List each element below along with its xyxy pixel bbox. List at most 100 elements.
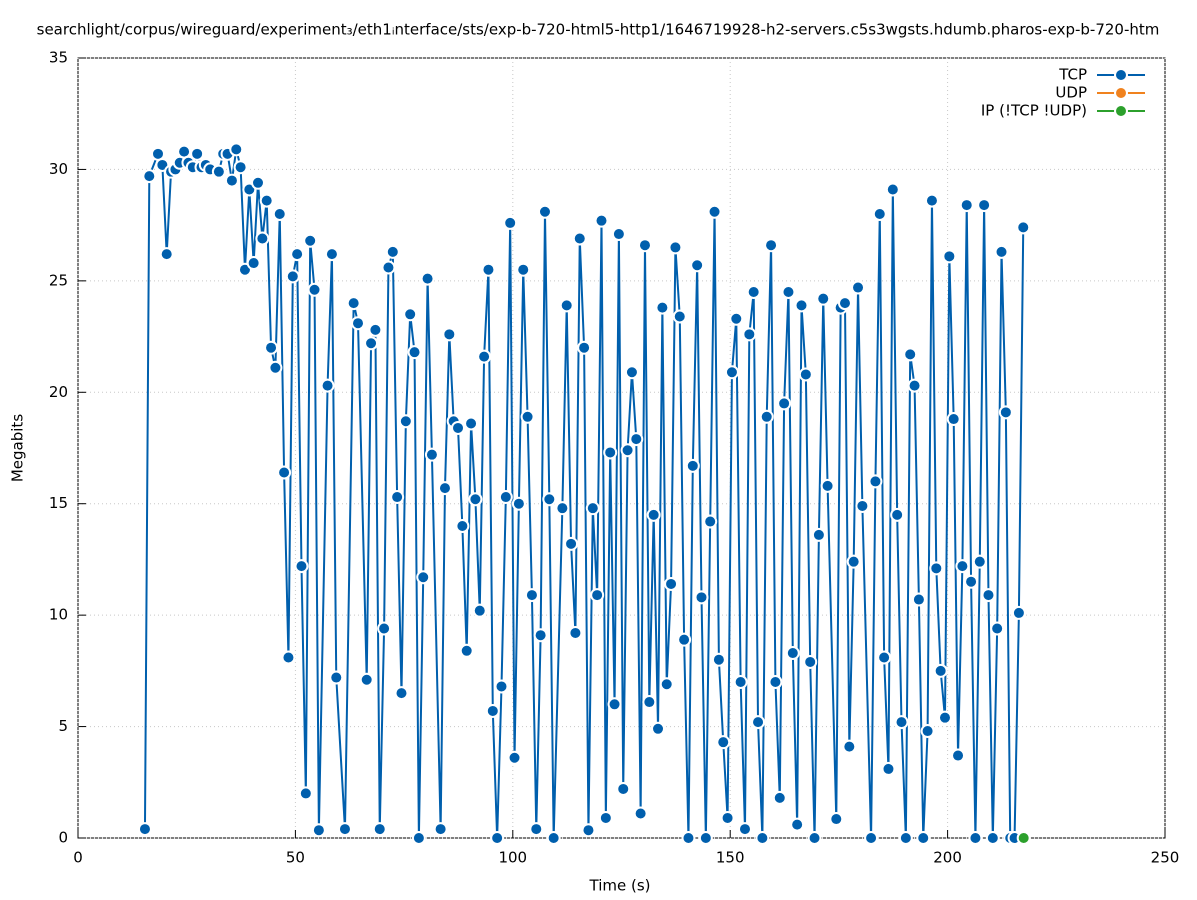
data-point — [211, 164, 226, 179]
data-point — [937, 710, 952, 725]
data-point — [498, 490, 513, 505]
data-point — [398, 414, 413, 429]
data-point — [681, 831, 696, 845]
data-point — [477, 349, 492, 364]
data-point — [420, 271, 435, 286]
legend-label: IP (!TCP !UDP) — [981, 102, 1087, 120]
data-point — [268, 360, 283, 375]
data-point — [494, 679, 509, 694]
data-point — [359, 672, 374, 687]
data-point — [911, 592, 926, 607]
data-point — [411, 831, 426, 845]
data-point — [968, 831, 983, 845]
data-point — [951, 748, 966, 763]
data-point — [246, 256, 261, 271]
data-point — [872, 207, 887, 221]
data-point — [481, 262, 496, 277]
data-point — [533, 628, 548, 643]
data-point — [437, 481, 452, 496]
data-point — [929, 561, 944, 576]
data-point — [346, 296, 361, 311]
data-point — [724, 365, 739, 380]
data-point — [655, 300, 670, 315]
data-point — [598, 810, 613, 825]
data-point — [459, 643, 474, 658]
data-point — [642, 695, 657, 710]
data-point — [777, 396, 792, 411]
chart-title: searchlight/corpus/wireguard/experiment₃… — [37, 21, 1160, 39]
data-point — [559, 298, 574, 313]
data-point — [229, 142, 244, 157]
data-point — [672, 309, 687, 324]
x-tick-label: 100 — [498, 849, 527, 867]
data-point — [224, 173, 239, 188]
data-point — [611, 227, 626, 242]
data-point — [594, 213, 609, 228]
data-point — [894, 715, 909, 730]
data-point — [407, 345, 422, 360]
data-point — [729, 311, 744, 326]
x-tick-label: 150 — [716, 849, 745, 867]
data-point — [942, 249, 957, 264]
data-point — [372, 822, 387, 837]
data-point — [620, 443, 635, 458]
data-point — [816, 291, 831, 306]
data-point — [903, 347, 918, 362]
data-point — [524, 588, 539, 603]
data-point — [507, 750, 522, 765]
data-point — [272, 207, 287, 221]
data-point — [694, 590, 709, 605]
data-point — [972, 554, 987, 569]
data-point — [703, 514, 718, 529]
data-point — [603, 445, 618, 460]
data-point — [998, 405, 1013, 420]
data-point — [737, 822, 752, 837]
data-point — [568, 625, 583, 640]
y-tick-label: 20 — [49, 383, 68, 401]
series-line — [143, 148, 1025, 839]
data-point — [624, 365, 639, 380]
x-tick-label: 200 — [933, 849, 962, 867]
data-point — [885, 182, 900, 197]
data-point — [733, 675, 748, 689]
y-tick-label: 5 — [58, 717, 68, 735]
data-point — [820, 478, 835, 493]
data-point — [416, 570, 431, 585]
y-tick-label: 35 — [49, 49, 68, 67]
data-point — [464, 416, 479, 431]
data-point — [490, 831, 505, 845]
data-point — [251, 175, 266, 190]
data-point — [707, 204, 722, 219]
data-point — [485, 703, 500, 718]
legend-label: UDP — [1055, 84, 1087, 102]
legend-marker — [1114, 86, 1128, 100]
x-tick-label: 50 — [286, 849, 305, 867]
data-point — [451, 420, 466, 435]
data-point — [329, 670, 344, 685]
data-point — [1016, 220, 1031, 235]
data-point — [716, 735, 731, 750]
data-point — [711, 652, 726, 667]
data-point — [290, 247, 305, 262]
data-point — [307, 282, 322, 297]
data-point — [781, 285, 796, 299]
data-point — [364, 336, 379, 351]
data-point — [455, 519, 470, 533]
data-point — [281, 650, 296, 665]
y-axis-label: Megabits — [9, 414, 27, 482]
data-point — [794, 298, 809, 313]
data-point — [755, 831, 770, 845]
data-point — [855, 498, 870, 513]
y-tick-label: 0 — [58, 829, 68, 847]
data-point — [433, 822, 448, 837]
data-point — [677, 632, 692, 647]
data-point — [233, 160, 248, 175]
data-point — [759, 409, 774, 424]
data-point — [564, 536, 579, 551]
data-point — [394, 686, 409, 701]
x-tick-label: 0 — [73, 849, 83, 867]
plot-frame — [77, 57, 1166, 839]
data-point — [742, 327, 757, 342]
y-tick-label: 15 — [49, 494, 68, 512]
